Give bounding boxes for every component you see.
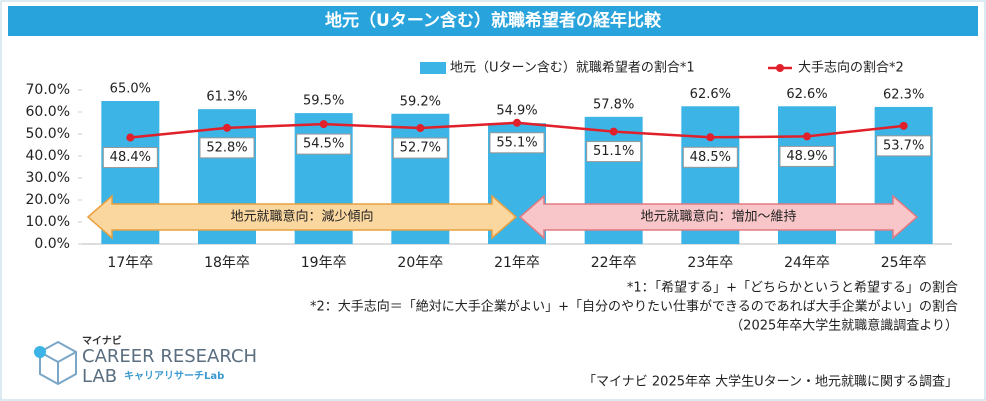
line-label-box [489, 132, 545, 154]
y-tick-label: 60.0% [26, 104, 70, 120]
legend-swatch [420, 62, 446, 74]
line-value-label: 52.7% [400, 141, 441, 156]
bar-value-label: 59.2% [400, 94, 441, 109]
logo: マイナビ CAREER RESEARCH LAB キャリアリサーチLab [34, 334, 257, 387]
line-point [609, 127, 618, 136]
x-tick-label: 23年卒 [687, 255, 733, 271]
line-value-label: 54.5% [303, 137, 344, 152]
bar-value-label: 62.6% [786, 87, 827, 102]
y-tick-label: 40.0% [26, 148, 70, 164]
x-tick-label: 17年卒 [107, 255, 153, 271]
y-tick-label: 70.0% [26, 82, 70, 98]
legend-label: 大手志向の割合*2 [798, 60, 904, 76]
line-label-box [392, 137, 448, 159]
line-point [706, 133, 715, 142]
line-point [319, 120, 328, 129]
line-value-label: 53.7% [883, 138, 924, 153]
logo-cube [39, 340, 77, 386]
note: *2：大手志向＝「絶対に大手企業がよい」+「自分のやりたい仕事ができるのであれば… [310, 299, 958, 315]
bar-value-label: 54.9% [496, 104, 537, 119]
chart-title: 地元（Uターン含む）就職希望者の経年比較 [325, 10, 662, 31]
annotation-text: 地元就職意向：減少傾向 [230, 209, 373, 225]
bar-value-label: 62.3% [883, 87, 924, 102]
line-point [126, 133, 135, 142]
bar-value-label: 65.0% [110, 82, 151, 97]
annotation-arrow [518, 194, 919, 240]
legend-label: 地元（Uターン含む）就職希望者の割合*1 [450, 60, 695, 76]
line-value-label: 48.4% [110, 150, 151, 165]
title-banner [8, 6, 978, 36]
x-tick-label: 20年卒 [397, 255, 443, 271]
annotation-arrow [86, 194, 518, 240]
line-label-box [682, 146, 738, 168]
y-tick-label: 50.0% [26, 126, 70, 142]
line-label-box [779, 145, 835, 167]
bar-value-label: 59.5% [303, 94, 344, 109]
line-value-label: 48.5% [690, 150, 731, 165]
bar-value-label: 57.8% [593, 97, 634, 112]
logo-sub: LAB [82, 366, 117, 387]
x-tick-label: 21年卒 [494, 255, 540, 271]
note: *1：「希望する」+「どちらかというと希望する」の割合 [627, 280, 958, 296]
y-tick-label: 20.0% [26, 192, 70, 208]
line-value-label: 51.1% [593, 144, 634, 159]
line-point [223, 123, 231, 132]
line-label-box [296, 133, 352, 155]
line-label-box [199, 137, 255, 159]
line-value-label: 55.1% [496, 135, 537, 150]
annotation-text: 地元就職意向：増加～維持 [640, 209, 796, 225]
x-tick-label: 24年卒 [784, 255, 830, 271]
note: （2025年卒大学生就職意識調査より） [730, 318, 958, 334]
bar-value-label: 62.6% [690, 87, 731, 102]
line-point [899, 121, 908, 130]
line-label-box [586, 141, 642, 163]
logo-brand: マイナビ [82, 334, 122, 347]
line-point [803, 132, 811, 141]
line-value-label: 52.8% [206, 140, 247, 155]
y-tick-label: 10.0% [26, 214, 70, 230]
y-tick-label: 30.0% [26, 170, 70, 186]
logo-kana: キャリアリサーチLab [124, 370, 224, 382]
line-point [416, 124, 425, 133]
x-tick-label: 25年卒 [881, 255, 927, 271]
line-value-label: 48.9% [786, 149, 827, 164]
line-label-box [876, 135, 932, 157]
line-label-box [102, 147, 158, 169]
logo-name: CAREER RESEARCH [82, 346, 257, 367]
x-tick-label: 18年卒 [204, 255, 250, 271]
source: 「マイナビ 2025年卒 大学生Uターン・地元就職に関する調査」 [583, 374, 958, 390]
y-tick-label: 0.0% [34, 236, 70, 252]
line-point [513, 118, 521, 127]
x-tick-label: 22年卒 [591, 255, 637, 271]
x-tick-label: 19年卒 [301, 255, 347, 271]
logo-dot [34, 346, 46, 358]
bar-value-label: 61.3% [206, 90, 247, 105]
legend-swatch-dot [776, 64, 784, 72]
